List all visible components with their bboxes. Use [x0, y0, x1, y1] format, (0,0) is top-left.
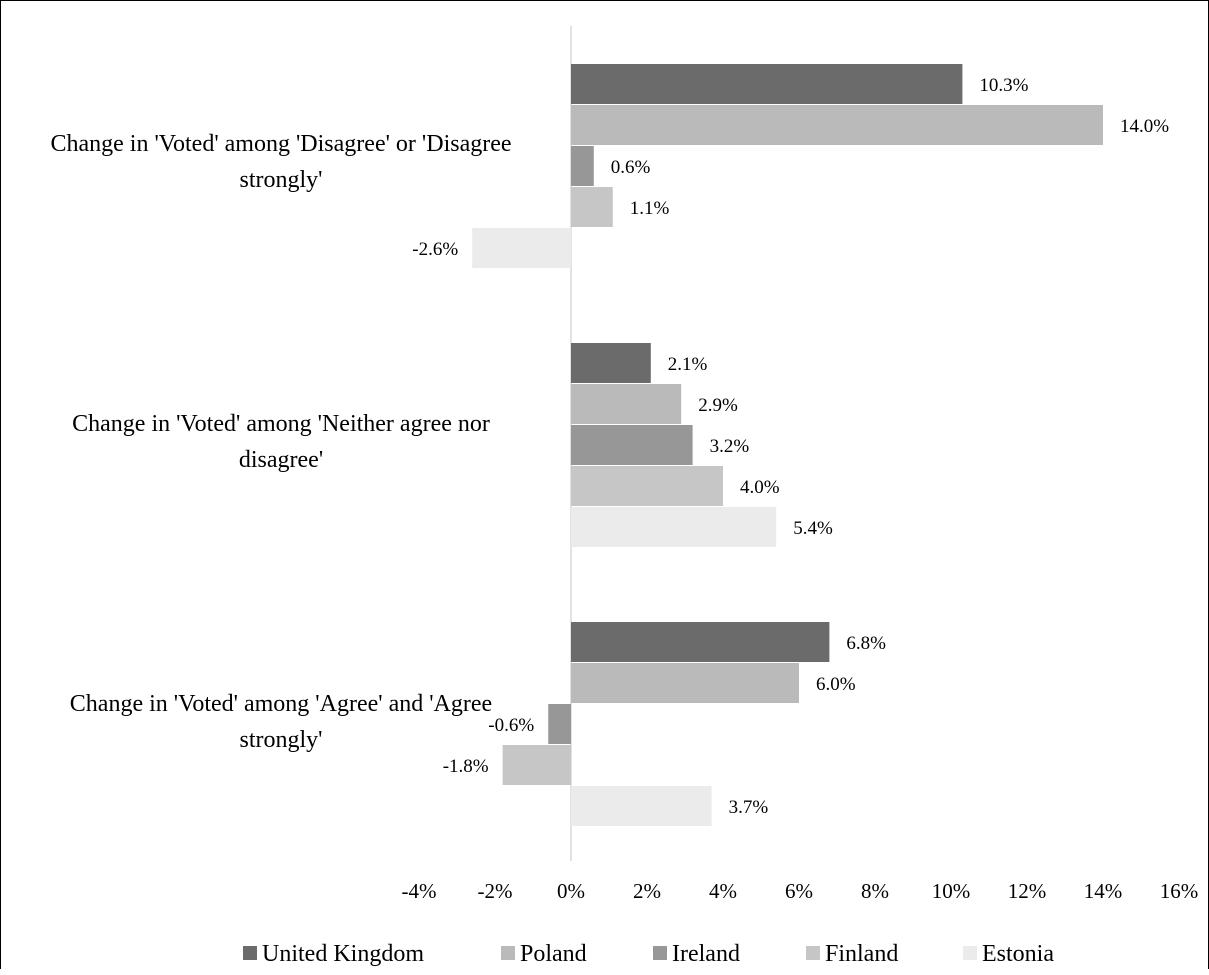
x-tick-label: 2%	[633, 879, 661, 903]
x-tick-label: 6%	[785, 879, 813, 903]
legend-label: Poland	[520, 941, 587, 967]
bar-estonia-2	[571, 507, 777, 547]
bar-ireland-1	[571, 146, 594, 186]
value-label: 14.0%	[1120, 116, 1169, 137]
bar-united-kingdom-3	[571, 622, 830, 662]
bar-poland-3	[571, 663, 799, 703]
value-label: 3.2%	[710, 436, 750, 457]
value-label: 0.6%	[611, 157, 651, 178]
legend-label: United Kingdom	[262, 941, 424, 967]
value-label: 1.1%	[630, 198, 670, 219]
bar-finland-2	[571, 466, 723, 506]
x-axis-ticks: -4% -2% 0% 2% 4% 6% 8% 10% 12% 14% 16%	[402, 879, 1199, 903]
x-tick-label: 10%	[932, 879, 971, 903]
category-label: Change in 'Voted' among 'Disagree' or 'D…	[50, 131, 511, 193]
legend-item: Finland	[806, 941, 898, 967]
bar-ireland-3	[548, 704, 571, 744]
value-label: 3.7%	[729, 797, 769, 818]
bar-united-kingdom-2	[571, 343, 651, 383]
x-tick-label: 4%	[709, 879, 737, 903]
legend-swatch	[501, 946, 515, 960]
category-label-line: Change in 'Voted' among 'Disagree' or 'D…	[50, 131, 511, 157]
bar-poland-2	[571, 384, 682, 424]
legend-swatch	[806, 946, 820, 960]
bar-finland-3	[502, 745, 571, 785]
bar-finland-1	[571, 187, 613, 227]
category-label: Change in 'Voted' among 'Agree' and 'Agr…	[70, 691, 492, 753]
x-tick-label: 16%	[1160, 879, 1199, 903]
bars-layer	[472, 64, 1103, 826]
legend-swatch	[653, 946, 667, 960]
bar-poland-1	[571, 105, 1103, 145]
legend-label: Ireland	[672, 941, 740, 967]
legend-item: United Kingdom	[243, 941, 424, 967]
value-label: 6.0%	[816, 674, 856, 695]
legend-item: Ireland	[653, 941, 740, 967]
bar-united-kingdom-1	[571, 64, 963, 104]
category-label-line: strongly'	[240, 167, 323, 193]
category-label-line: disagree'	[239, 447, 323, 473]
x-tick-label: 12%	[1008, 879, 1047, 903]
category-label: Change in 'Voted' among 'Neither agree n…	[72, 411, 490, 473]
x-tick-label: 14%	[1084, 879, 1123, 903]
value-label: 2.1%	[668, 354, 708, 375]
value-label: 10.3%	[979, 75, 1028, 96]
x-tick-label: -4%	[402, 879, 437, 903]
value-labels-layer: 10.3% 14.0% 0.6% 1.1% -2.6% 2.1% 2.9% 3.2% 4.0% 5…	[412, 75, 1169, 818]
legend-item: Estonia	[963, 941, 1054, 967]
legend-label: Finland	[825, 941, 898, 967]
value-label: 2.9%	[698, 395, 738, 416]
value-label: -1.8%	[443, 756, 489, 777]
x-tick-label: -2%	[478, 879, 513, 903]
category-label-line: strongly'	[240, 727, 323, 753]
value-label: -0.6%	[488, 715, 534, 736]
legend-label: Estonia	[982, 941, 1054, 967]
bar-estonia-3	[571, 786, 712, 826]
bar-estonia-1	[472, 228, 571, 268]
legend-item: Poland	[501, 941, 587, 967]
value-label: -2.6%	[412, 239, 458, 260]
legend-swatch	[963, 946, 977, 960]
category-labels-layer: Change in 'Voted' among 'Disagree' or 'D…	[50, 131, 511, 753]
category-label-line: Change in 'Voted' among 'Agree' and 'Agr…	[70, 691, 492, 717]
legend: United Kingdom Poland Ireland Finland Estoni…	[243, 941, 1054, 967]
x-tick-label: 0%	[557, 879, 585, 903]
x-tick-label: 8%	[861, 879, 889, 903]
bar-ireland-2	[571, 425, 693, 465]
value-label: 4.0%	[740, 477, 780, 498]
value-label: 5.4%	[793, 518, 833, 539]
legend-swatch	[243, 946, 257, 960]
category-label-line: Change in 'Voted' among 'Neither agree n…	[72, 411, 490, 437]
value-label: 6.8%	[846, 633, 886, 654]
